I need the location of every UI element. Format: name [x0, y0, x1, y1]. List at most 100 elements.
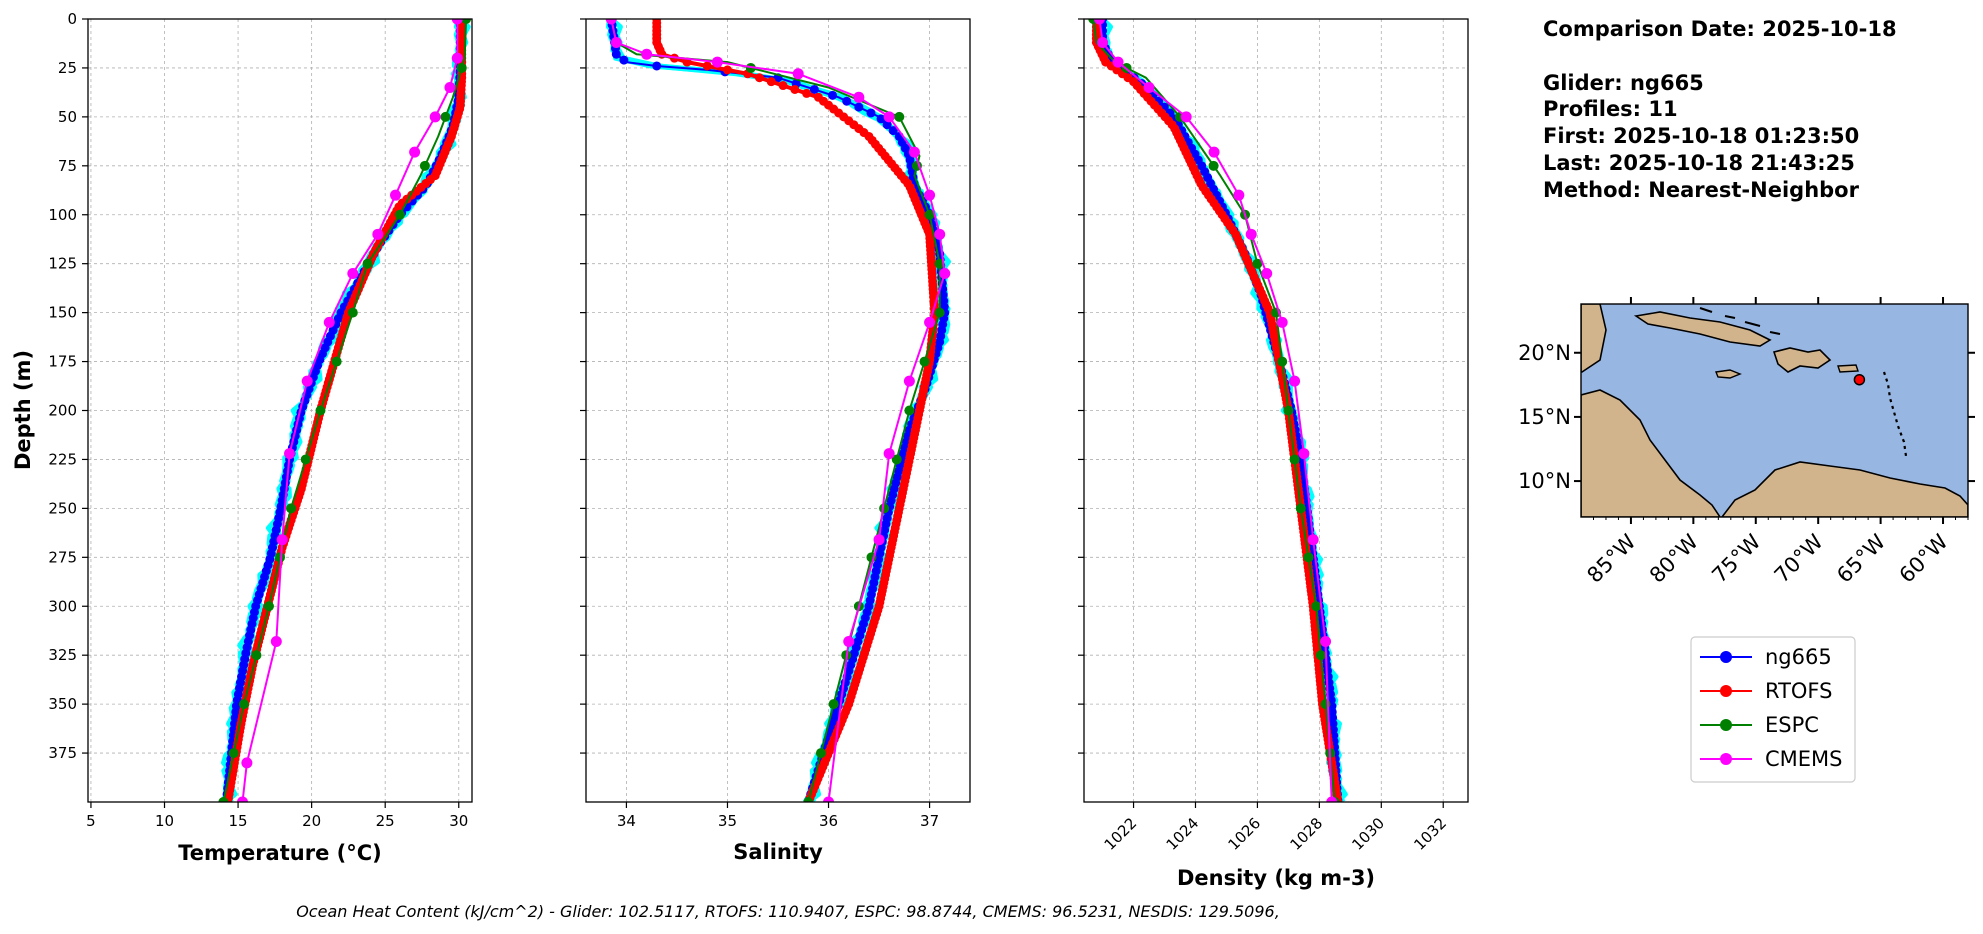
temperature-point-espc-2: [440, 111, 451, 122]
density-series: [1088, 19, 1343, 802]
density-point-cmems-3: [1143, 82, 1155, 94]
salinity-series: [605, 19, 951, 802]
map-lon-label-5: 60°W: [1895, 529, 1953, 587]
temperature-point-cmems-9: [301, 375, 313, 387]
density-point-cmems-13: [1320, 635, 1332, 647]
density-point-cmems-4: [1180, 111, 1192, 123]
salinity-point-cmems-7: [908, 146, 920, 158]
depth-y-label: Depth (m): [11, 350, 35, 470]
temperature-glider-profile-2: [220, 19, 466, 802]
density-point-cmems-5: [1208, 146, 1220, 158]
temperature-xtick-label-3: 20: [302, 812, 321, 830]
temperature-y-ticks: 0 25 50 75 100 125 150 175 200 225 250 275 300 325 350…: [48, 10, 88, 762]
density-point-espc-10: [1295, 503, 1306, 514]
salinity-point-cmems-15: [843, 635, 855, 647]
lesser-antilles: [1882, 371, 1908, 457]
legend-label-ng665: ng665: [1765, 645, 1832, 669]
density-point-cmems-1: [1097, 36, 1109, 48]
temperature-line-espc: [222, 19, 468, 802]
density-point-cmems-6: [1233, 189, 1245, 201]
salinity-xtick-label-3: 37: [920, 812, 939, 830]
bahamas: [1699, 307, 1781, 335]
legend-marker-espc: [1720, 719, 1732, 731]
temperature-ytick-label-1: 25: [58, 59, 77, 77]
temperature-point-cmems-8: [323, 316, 335, 328]
temperature-point-espc-16: [218, 797, 229, 802]
salinity-point-cmems-0: [605, 19, 617, 25]
temperature-series-ng665: [222, 19, 465, 802]
density-glider-profile-1: [1098, 19, 1343, 802]
map-lat-label-1: 15°N: [1518, 405, 1571, 429]
temperature-point-espc-8: [315, 405, 326, 416]
salinity-point-rtofs-18: [790, 84, 800, 94]
map-lon-label-4: 65°W: [1832, 529, 1890, 587]
temperature-xtick-label-1: 10: [155, 812, 174, 830]
temperature-ytick-label-12: 300: [48, 597, 77, 615]
temperature-point-cmems-1: [451, 52, 463, 64]
salinity-point-cmems-14: [873, 534, 885, 546]
density-xtick-label-0: 1022: [1101, 814, 1141, 854]
salinity-point-cmems-5: [853, 91, 865, 103]
salinity-point-ng665-12: [809, 84, 819, 94]
density-x-label: Density (kg m-3): [1177, 866, 1375, 890]
temperature-point-espc-3: [419, 160, 430, 171]
salinity-y-ticks: [580, 18, 586, 754]
salinity-point-ng665-17: [876, 114, 886, 124]
salinity-point-espc-2: [894, 111, 905, 122]
map-frame: [1580, 303, 1969, 518]
puerto-rico-landmass: [1837, 364, 1859, 373]
salinity-point-rtofs-19: [802, 88, 812, 98]
temperature-point-espc-11: [275, 552, 285, 563]
density-point-espc-3: [1208, 160, 1219, 171]
density-series-cmems: [1093, 19, 1338, 802]
glider-name: Glider: ng665: [1543, 71, 1704, 95]
salinity-series-rtofs: [652, 19, 940, 802]
legend-marker-ng665: [1720, 651, 1732, 663]
salinity-point-espc-14: [828, 699, 839, 710]
salinity-point-cmems-2: [641, 48, 653, 60]
temperature-ytick-label-7: 175: [48, 353, 77, 371]
salinity-point-espc-8: [904, 405, 915, 416]
temperature-xtick-label-0: 5: [86, 812, 96, 830]
glider-location-marker: [1853, 373, 1866, 386]
salinity-point-rtofs-17: [778, 81, 788, 91]
central-america-landmass: [1581, 304, 1607, 373]
temperature-point-espc-7: [331, 356, 342, 367]
map-latitude-labels: 20°N 15°N 10°N: [1518, 341, 1571, 493]
salinity-point-ng665-16: [866, 108, 876, 118]
temperature-ytick-label-15: 375: [48, 744, 77, 762]
temperature-series-cmems: [236, 19, 463, 802]
comparison-date: Comparison Date: 2025-10-18: [1543, 17, 1897, 41]
temperature-point-espc-0: [461, 19, 472, 24]
temperature-point-cmems-4: [409, 146, 421, 158]
temperature-point-espc-4: [394, 209, 405, 220]
salinity-point-espc-4: [924, 209, 935, 220]
density-point-espc-7: [1277, 356, 1288, 367]
salinity-point-rtofs-12: [702, 61, 712, 71]
salinity-xtick-label-0: 34: [617, 812, 636, 830]
temperature-point-espc-6: [347, 307, 358, 318]
salinity-point-cmems-12: [903, 375, 915, 387]
temperature-ytick-label-13: 325: [48, 646, 77, 664]
profile-count: Profiles: 11: [1543, 97, 1678, 121]
salinity-x-ticks: 34 35 36 37: [617, 802, 939, 830]
temperature-point-cmems-7: [347, 267, 359, 279]
salinity-point-ng665-8: [652, 61, 662, 71]
first-time: First: 2025-10-18 01:23:50: [1543, 124, 1859, 148]
legend: ng665 RTOFS ESPC CMEMS: [1690, 636, 1856, 783]
salinity-grid: [586, 19, 970, 802]
temperature-ytick-label-0: 0: [67, 10, 77, 28]
temperature-ytick-label-11: 275: [48, 548, 77, 566]
density-point-cmems-10: [1289, 375, 1301, 387]
salinity-point-cmems-8: [924, 189, 936, 201]
density-point-cmems-14: [1326, 796, 1338, 802]
salinity-point-espc-9: [891, 454, 902, 465]
info-block: Comparison Date: 2025-10-18 Glider: ng66…: [1543, 17, 1897, 202]
temperature-grid: [88, 19, 472, 802]
ocean-heat-content-footer: Ocean Heat Content (kJ/cm^2) - Glider: 1…: [296, 902, 1280, 921]
salinity-point-cmems-6: [883, 111, 895, 123]
temperature-point-espc-12: [263, 601, 274, 612]
salinity-point-cmems-10: [939, 267, 951, 279]
density-panel: 1022 1024 1026 1028 1030 1032 Density (kg m-3…: [1078, 18, 1469, 890]
